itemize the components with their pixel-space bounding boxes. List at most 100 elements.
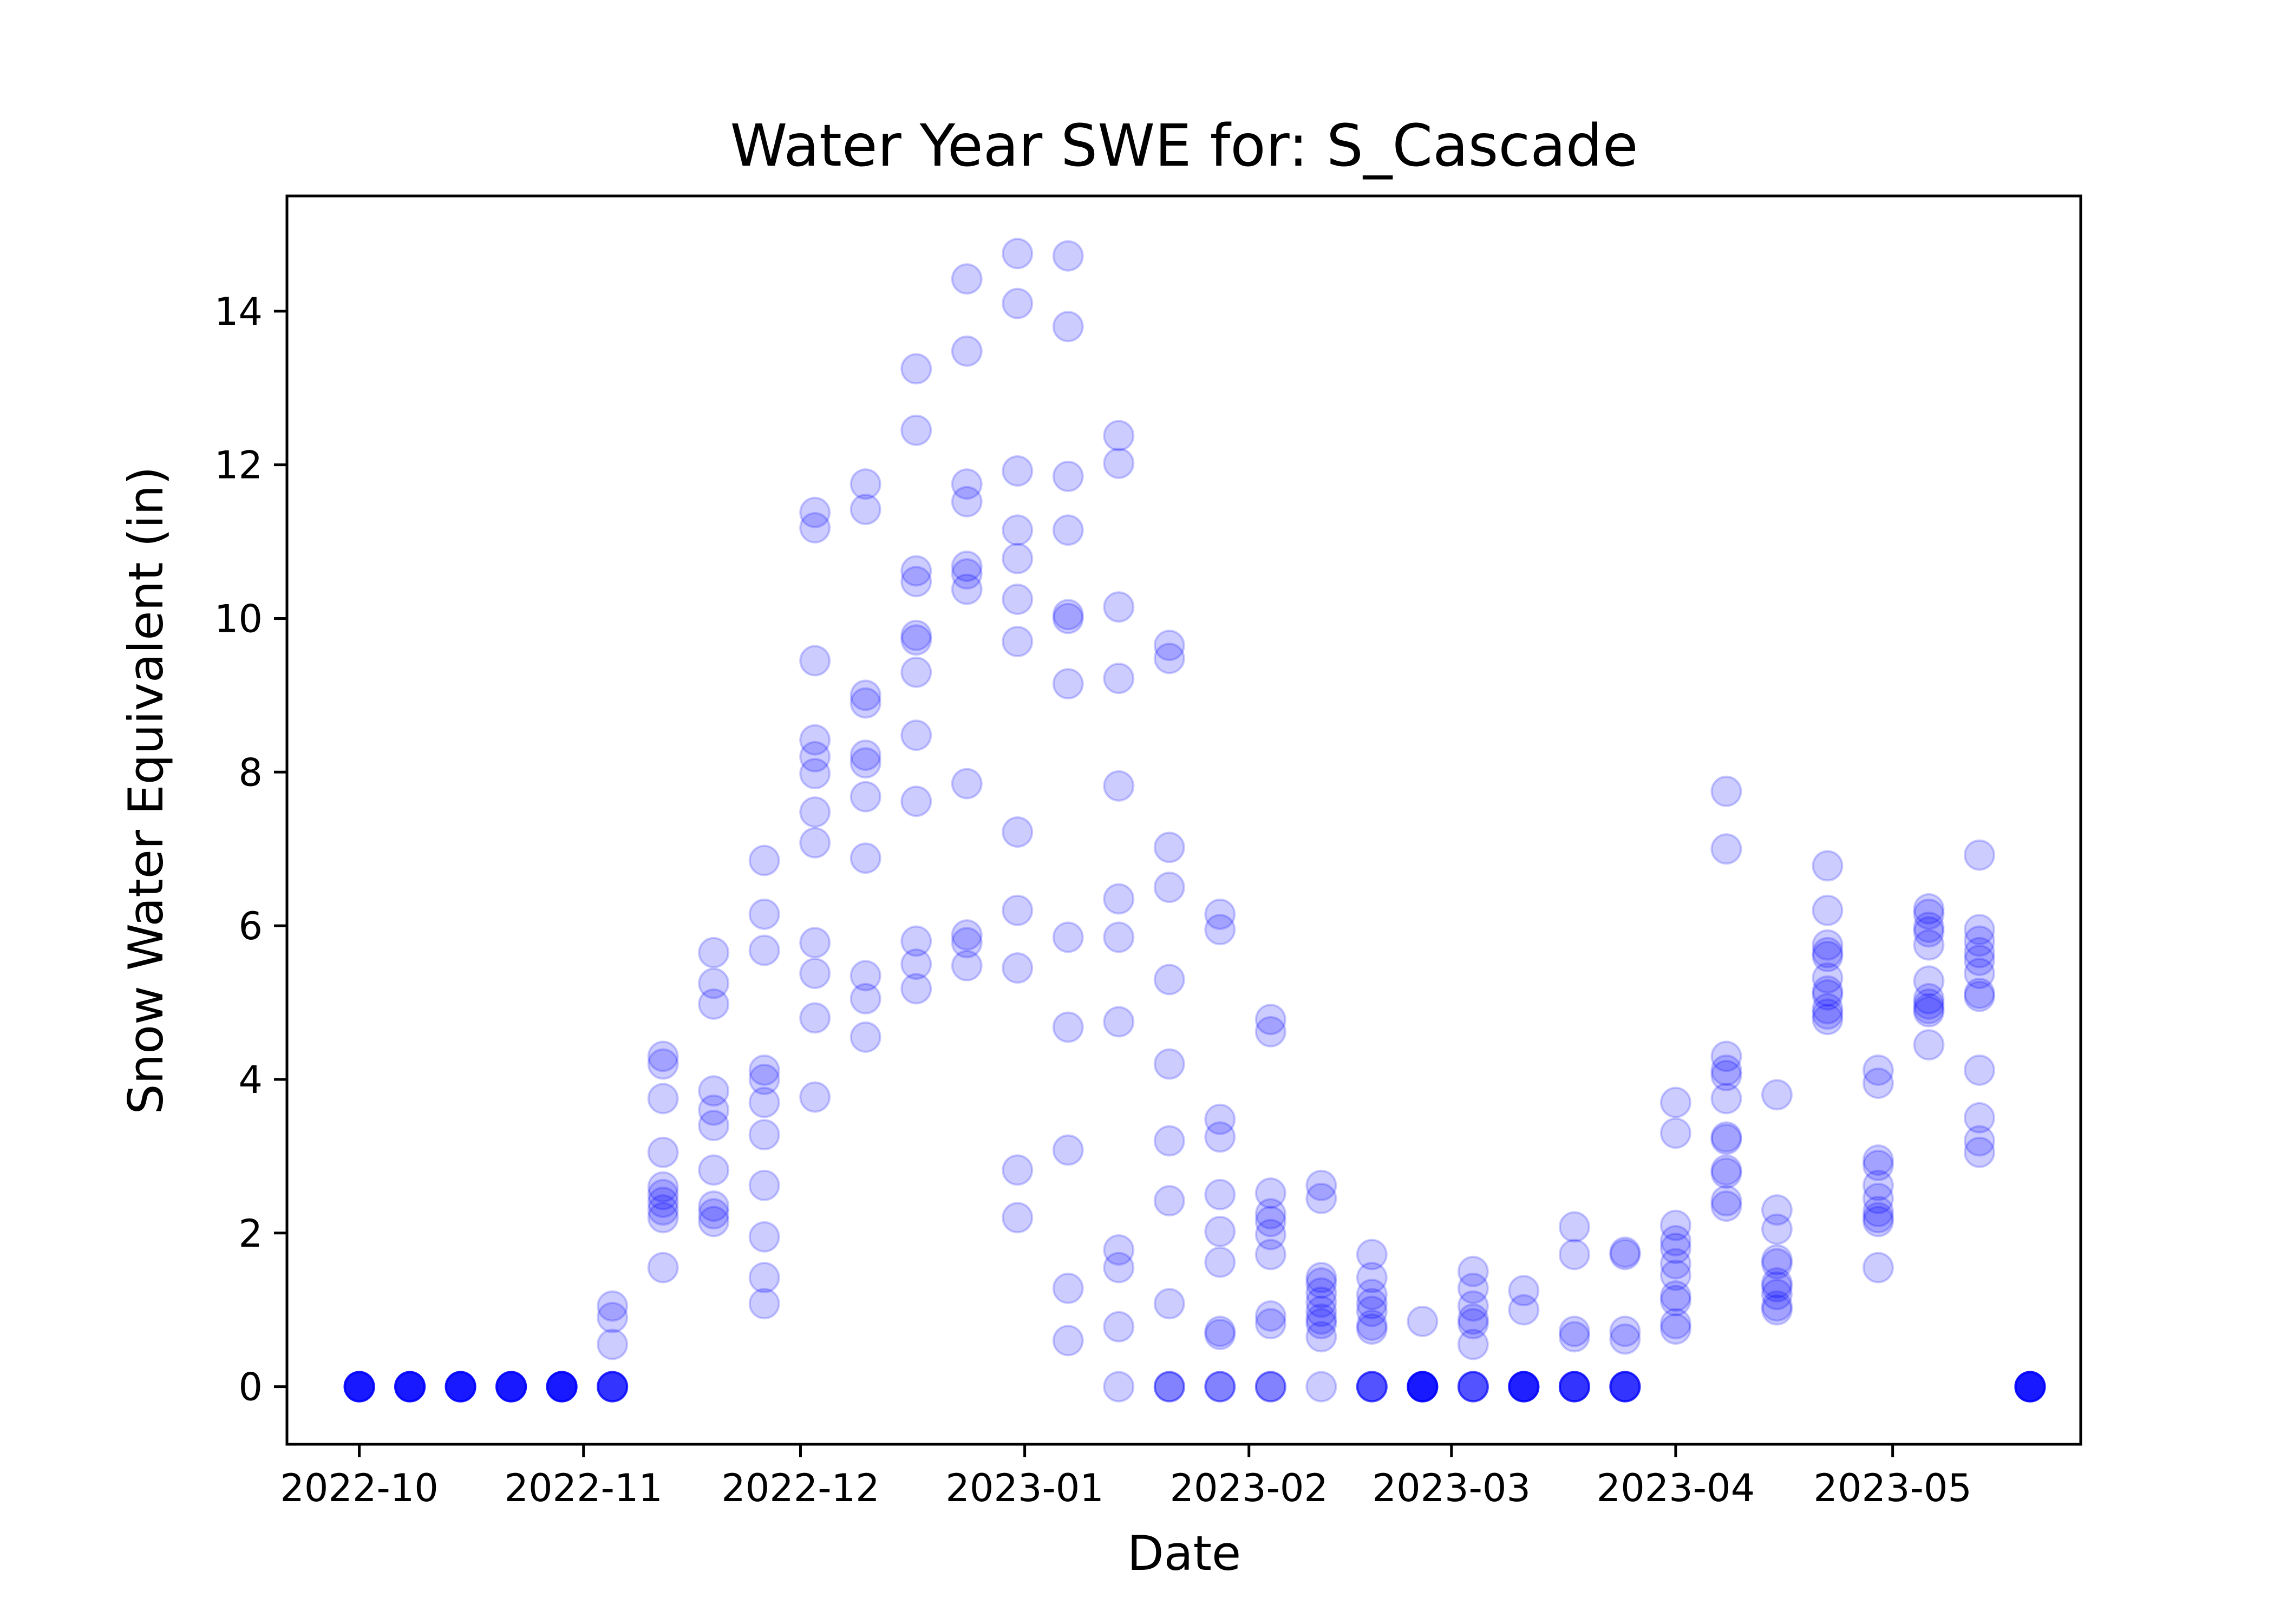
data-point: [445, 1371, 476, 1403]
data-point: [597, 1328, 629, 1360]
data-point: [1002, 1202, 1034, 1234]
data-point: [1103, 921, 1135, 953]
data-points: [343, 238, 2046, 1403]
data-point: [546, 1371, 578, 1403]
data-point: [1710, 775, 1742, 807]
data-point: [1710, 1121, 1742, 1153]
data-point: [799, 724, 831, 756]
data-point: [597, 1371, 629, 1403]
data-point: [394, 1371, 426, 1403]
data-point: [1913, 993, 1945, 1025]
data-point: [1356, 1371, 1388, 1403]
plot-frame: [285, 194, 2082, 1446]
x-tick-label: 2023-02: [1169, 1466, 1328, 1510]
data-point: [951, 949, 983, 981]
data-point: [1457, 1290, 1489, 1322]
data-point: [1812, 993, 1844, 1025]
data-point: [748, 1054, 780, 1086]
data-point: [850, 468, 881, 500]
y-tick-label: 6: [238, 904, 263, 948]
data-point: [647, 1194, 679, 1226]
data-point: [1254, 1219, 1286, 1250]
data-point: [1052, 668, 1084, 700]
data-point: [1963, 944, 1995, 976]
data-point: [1913, 983, 1945, 1014]
data-point: [546, 1371, 578, 1403]
data-point: [850, 1021, 881, 1053]
data-point: [394, 1371, 426, 1403]
data-point: [1659, 1224, 1691, 1256]
data-point: [647, 1048, 679, 1080]
data-point: [1305, 1286, 1337, 1318]
data-point: [495, 1371, 527, 1403]
data-point: [1002, 287, 1034, 319]
data-point: [1659, 1313, 1691, 1345]
data-point: [1153, 643, 1185, 675]
data-point: [647, 1202, 679, 1234]
data-point: [748, 1262, 780, 1294]
data-point: [1862, 1206, 1894, 1237]
data-point: [900, 973, 932, 1005]
data-point: [698, 1190, 730, 1222]
data-point: [1609, 1371, 1641, 1403]
data-point: [1812, 998, 1844, 1030]
y-tick-label: 2: [238, 1212, 263, 1256]
data-point: [2014, 1371, 2046, 1403]
data-point: [647, 1136, 679, 1168]
data-point: [1508, 1371, 1540, 1403]
data-point: [495, 1371, 527, 1403]
data-point: [1002, 542, 1034, 574]
data-point: [1254, 1371, 1286, 1403]
data-point: [1761, 1271, 1793, 1303]
data-point: [343, 1371, 375, 1403]
data-point: [445, 1371, 476, 1403]
data-point: [495, 1371, 527, 1403]
data-point: [1305, 1277, 1337, 1309]
data-point: [1204, 1103, 1236, 1135]
data-point: [2014, 1371, 2046, 1403]
data-point: [1609, 1236, 1641, 1268]
data-point: [1204, 1215, 1236, 1247]
data-point: [2014, 1371, 2046, 1403]
data-point: [1609, 1371, 1641, 1403]
data-point: [1002, 1154, 1034, 1186]
data-point: [1305, 1295, 1337, 1327]
data-point: [1508, 1371, 1540, 1403]
data-point: [2014, 1371, 2046, 1403]
data-point: [343, 1371, 375, 1403]
data-point: [850, 739, 881, 771]
data-point: [1659, 1233, 1691, 1265]
data-point: [1052, 1325, 1084, 1357]
data-point: [1305, 1262, 1337, 1294]
data-point: [1710, 1154, 1742, 1186]
data-point: [1305, 1321, 1337, 1353]
data-point: [1508, 1371, 1540, 1403]
data-point: [900, 719, 932, 751]
chart-title: Water Year SWE for: S_Cascade: [730, 113, 1638, 180]
data-point: [445, 1371, 476, 1403]
data-point: [1862, 1252, 1894, 1284]
data-point: [900, 948, 932, 980]
data-point: [1356, 1262, 1388, 1294]
data-point: [2014, 1371, 2046, 1403]
data-point: [1457, 1303, 1489, 1335]
data-point: [1862, 1202, 1894, 1234]
data-point: [1558, 1239, 1590, 1271]
data-point: [748, 1288, 780, 1320]
data-point: [900, 414, 932, 446]
data-point: [1103, 591, 1135, 623]
data-point: [748, 1086, 780, 1118]
data-point: [597, 1371, 629, 1403]
data-point: [1407, 1371, 1439, 1403]
data-point: [1204, 1371, 1236, 1403]
data-point: [597, 1371, 629, 1403]
data-point: [1052, 1011, 1084, 1043]
y-tick-label: 8: [238, 750, 263, 795]
data-point: [445, 1371, 476, 1403]
data-point: [1659, 1248, 1691, 1280]
data-point: [1963, 1125, 1995, 1157]
data-point: [900, 555, 932, 587]
data-point: [1761, 1290, 1793, 1322]
